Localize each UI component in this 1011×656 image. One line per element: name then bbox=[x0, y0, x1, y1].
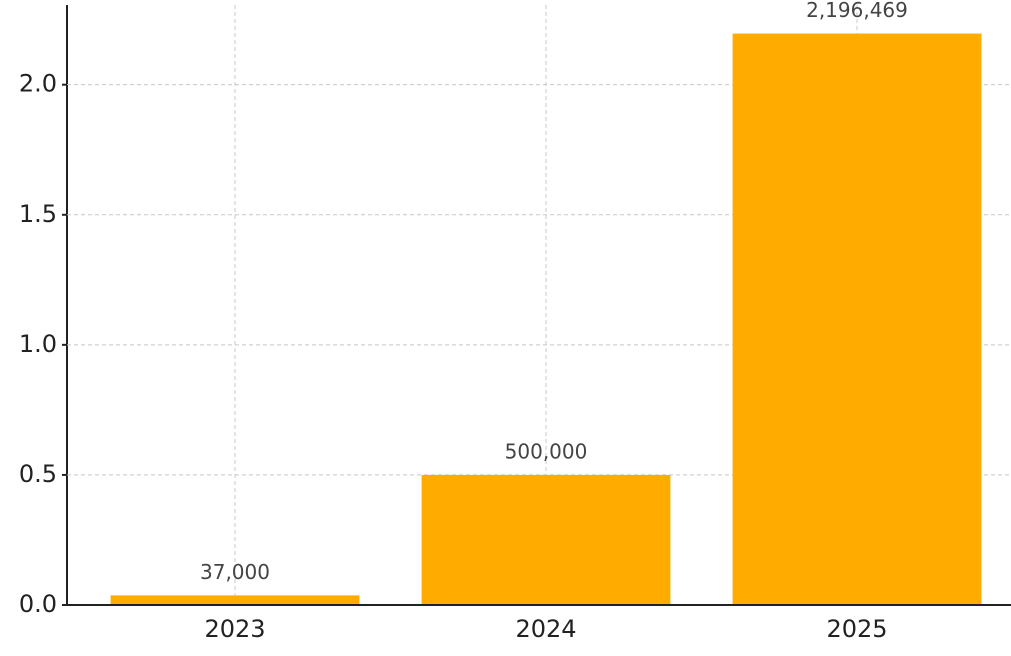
bar bbox=[421, 474, 671, 605]
x-tick-label: 2024 bbox=[515, 615, 576, 643]
x-tick-label: 2025 bbox=[826, 615, 887, 643]
bar bbox=[110, 595, 360, 605]
y-tick-label: 2.0 bbox=[19, 70, 57, 98]
y-tick-label: 1.0 bbox=[19, 330, 57, 358]
bar bbox=[732, 33, 982, 606]
value-label: 500,000 bbox=[505, 439, 588, 463]
value-label: 37,000 bbox=[200, 560, 270, 584]
x-tick-label: 2023 bbox=[204, 615, 265, 643]
value-label: 2,196,469 bbox=[806, 0, 908, 22]
y-tick-label: 0.0 bbox=[19, 590, 57, 618]
y-tick-label: 0.5 bbox=[19, 460, 57, 488]
y-tick-label: 1.5 bbox=[19, 200, 57, 228]
